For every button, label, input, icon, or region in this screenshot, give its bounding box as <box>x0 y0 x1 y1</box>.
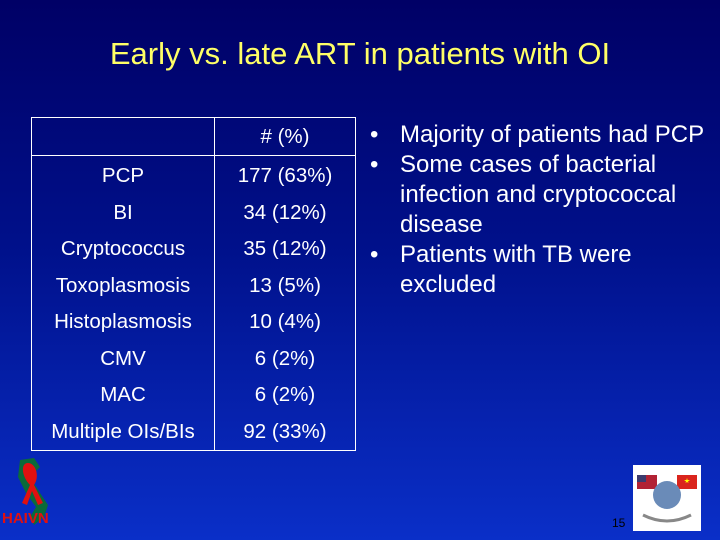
table-row: MAC 6 (2%) <box>31 377 356 414</box>
slide-title: Early vs. late ART in patients with OI <box>109 36 611 71</box>
table-row: Cryptococcus 35 (12%) <box>31 231 356 268</box>
value-cell: 10 (4%) <box>214 304 356 341</box>
label-cell: Multiple OIs/BIs <box>31 413 215 451</box>
data-table: # (%) PCP 177 (63%) BI 34 (12%) Cryptococcus 3… <box>31 117 356 451</box>
header-cell: # (%) <box>214 117 356 156</box>
bullet-item: Majority of patients had PCP <box>364 120 714 150</box>
header-cell <box>31 117 215 156</box>
value-cell: 35 (12%) <box>214 231 356 268</box>
logo-text: HAIVN <box>2 510 49 527</box>
table-row: CMV 6 (2%) <box>31 340 356 377</box>
value-cell: 34 (12%) <box>214 194 356 231</box>
value-cell: 177 (63%) <box>214 155 356 195</box>
label-cell: BI <box>31 194 215 231</box>
table-row: Histoplasmosis 10 (4%) <box>31 304 356 341</box>
value-cell: 6 (2%) <box>214 340 356 377</box>
label-cell: Histoplasmosis <box>31 304 215 341</box>
bullet-item: Patients with TB were excluded <box>364 240 714 300</box>
table-row: PCP 177 (63%) <box>31 155 356 195</box>
value-cell: 13 (5%) <box>214 267 356 304</box>
label-cell: MAC <box>31 377 215 414</box>
label-cell: Cryptococcus <box>31 231 215 268</box>
value-cell: 6 (2%) <box>214 377 356 414</box>
table-header: # (%) <box>31 117 356 156</box>
table-row: Multiple OIs/BIs 92 (33%) <box>31 413 356 451</box>
page-number: 15 <box>612 516 626 530</box>
value-cell: 92 (33%) <box>214 413 356 451</box>
haivn-logo: HAIVN <box>2 458 49 527</box>
bullet-list: Majority of patients had PCPSome cases o… <box>364 120 714 300</box>
ribbon-icon <box>22 463 43 505</box>
partner-logo <box>633 465 701 531</box>
bullet-item: Some cases of bacterial infection and cr… <box>364 150 714 240</box>
flags-icon <box>637 475 697 523</box>
label-cell: PCP <box>31 155 215 195</box>
table-row: Toxoplasmosis 13 (5%) <box>31 267 356 304</box>
table-row: BI 34 (12%) <box>31 194 356 231</box>
label-cell: Toxoplasmosis <box>31 267 215 304</box>
label-cell: CMV <box>31 340 215 377</box>
